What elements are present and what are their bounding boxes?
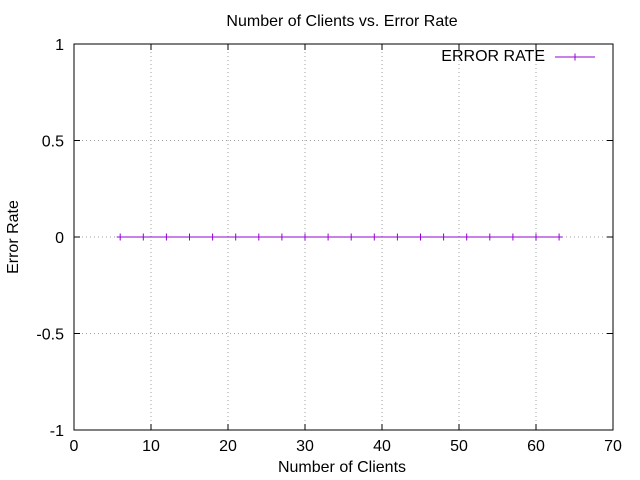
data-point-marker: [232, 233, 240, 241]
y-tick-label: -1: [50, 423, 64, 440]
x-tick-label: 60: [527, 438, 545, 455]
data-point-marker: [139, 233, 147, 241]
data-point-marker: [509, 233, 517, 241]
data-point-marker: [347, 233, 355, 241]
data-point-marker: [532, 233, 540, 241]
data-point-marker: [417, 233, 424, 241]
data-point-marker: [255, 233, 263, 241]
series-error-rate: [116, 233, 563, 241]
data-point-marker: [486, 233, 494, 241]
x-axis-label: Number of Clients: [278, 459, 406, 476]
data-point-marker: [116, 233, 124, 241]
legend: ERROR RATE: [441, 48, 595, 65]
y-tick-label: 0: [55, 230, 64, 247]
y-tick-labels: -1 -0.5 0 0.5 1: [36, 37, 64, 440]
legend-label-error-rate: ERROR RATE: [441, 48, 545, 65]
x-tick-label: 40: [373, 438, 391, 455]
data-point-marker: [186, 233, 193, 241]
x-tick-label: 20: [219, 438, 237, 455]
axis-ticks: [73, 43, 614, 431]
x-tick-label: 10: [142, 438, 160, 455]
y-tick-label: 1: [55, 37, 64, 54]
data-point-marker: [209, 233, 217, 241]
data-point-marker: [440, 233, 448, 241]
y-tick-label: -0.5: [36, 327, 64, 344]
data-point-marker: [555, 233, 563, 241]
data-point-marker: [324, 233, 332, 241]
x-tick-label: 0: [70, 438, 79, 455]
data-point-marker: [370, 233, 378, 241]
legend-plus-marker: [571, 53, 579, 61]
chart-title: Number of Clients vs. Error Rate: [226, 13, 457, 30]
data-point-marker: [278, 233, 286, 241]
x-tick-labels: 0 10 20 30 40 50 60 70: [70, 438, 622, 455]
data-point-marker: [301, 233, 309, 241]
x-tick-label: 50: [450, 438, 468, 455]
y-axis-label: Error Rate: [5, 200, 22, 274]
x-tick-label: 70: [604, 438, 622, 455]
x-tick-label: 30: [296, 438, 314, 455]
data-point-marker: [393, 233, 401, 241]
data-point-marker: [463, 233, 471, 241]
data-point-marker: [162, 233, 170, 241]
y-tick-label: 0.5: [42, 134, 64, 151]
